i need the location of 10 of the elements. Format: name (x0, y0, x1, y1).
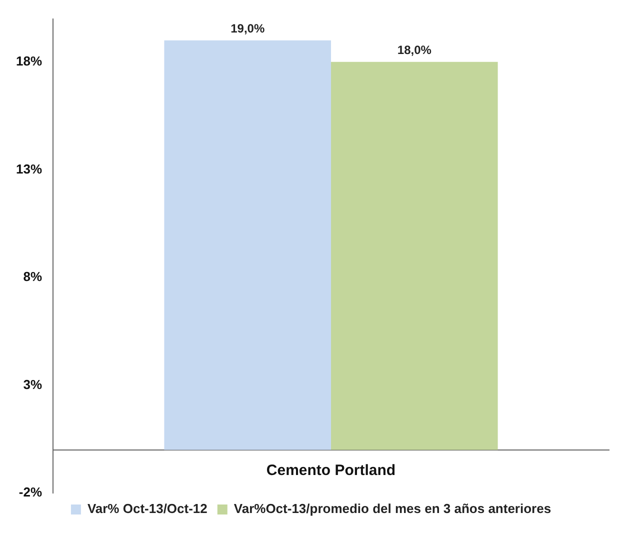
y-tick-label: -2% (18, 484, 42, 500)
y-tick-label: 13% (16, 161, 42, 176)
y-tick-label: 8% (23, 269, 42, 284)
legend-label: Var% Oct-13/Oct-12 (87, 501, 208, 516)
data-label: 18,0% (397, 43, 432, 58)
data-label: 19,0% (230, 22, 265, 36)
y-tick-label: 18% (16, 53, 42, 68)
y-tick-label: 3% (23, 376, 42, 392)
x-tick-label: Cemento Portland (266, 462, 396, 480)
legend-label: Var%Oct-13/promedio del mes en 3 años anteriores (234, 501, 552, 516)
